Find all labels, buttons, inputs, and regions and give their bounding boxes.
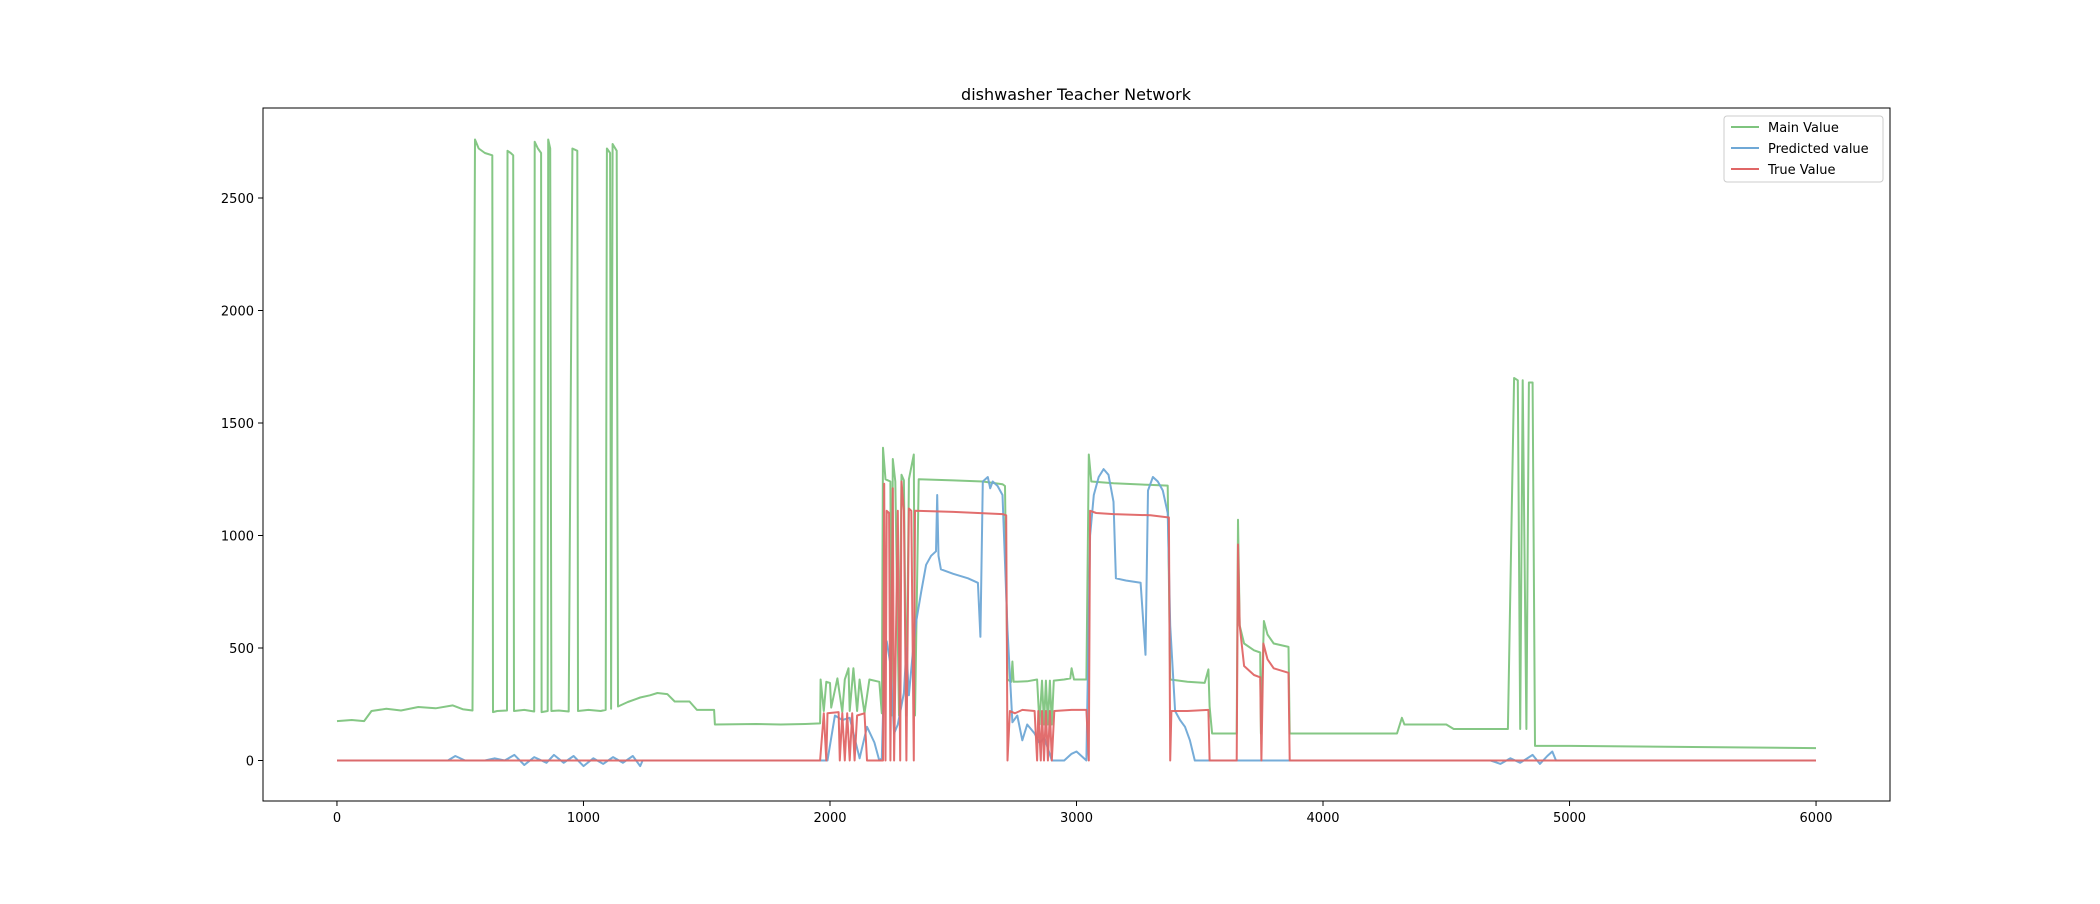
y-tick-label: 0	[246, 755, 254, 770]
legend-label: Main Value	[1768, 121, 1839, 136]
x-tick-label: 5000	[1553, 811, 1586, 826]
series-line-true-value	[337, 480, 1816, 762]
series-line-predicted-value	[337, 468, 1816, 768]
x-axis: 0 1000 2000 3000 4000 5000 6000	[333, 801, 1833, 826]
legend-label: Predicted value	[1768, 142, 1869, 157]
legend: Main Value Predicted value True Value	[1723, 115, 1884, 183]
x-tick-label: 0	[333, 811, 341, 826]
x-tick-label: 1000	[567, 811, 600, 826]
series-line-main-value	[336, 138, 1817, 750]
x-tick-label: 6000	[1799, 811, 1832, 826]
y-tick-label: 500	[229, 642, 254, 657]
x-tick-label: 3000	[1060, 811, 1093, 826]
y-tick-label: 1000	[221, 530, 254, 545]
legend-box	[1723, 115, 1884, 183]
chart-title: dishwasher Teacher Network	[961, 85, 1192, 104]
y-tick-label: 1500	[221, 417, 254, 432]
x-tick-label: 4000	[1306, 811, 1339, 826]
plot-lines	[336, 138, 1817, 768]
y-tick-label: 2500	[221, 192, 254, 207]
y-axis: 0 500 1000 1500 2000 2500	[221, 192, 263, 770]
legend-label: True Value	[1767, 163, 1835, 178]
x-tick-label: 2000	[813, 811, 846, 826]
y-tick-label: 2000	[221, 305, 254, 320]
